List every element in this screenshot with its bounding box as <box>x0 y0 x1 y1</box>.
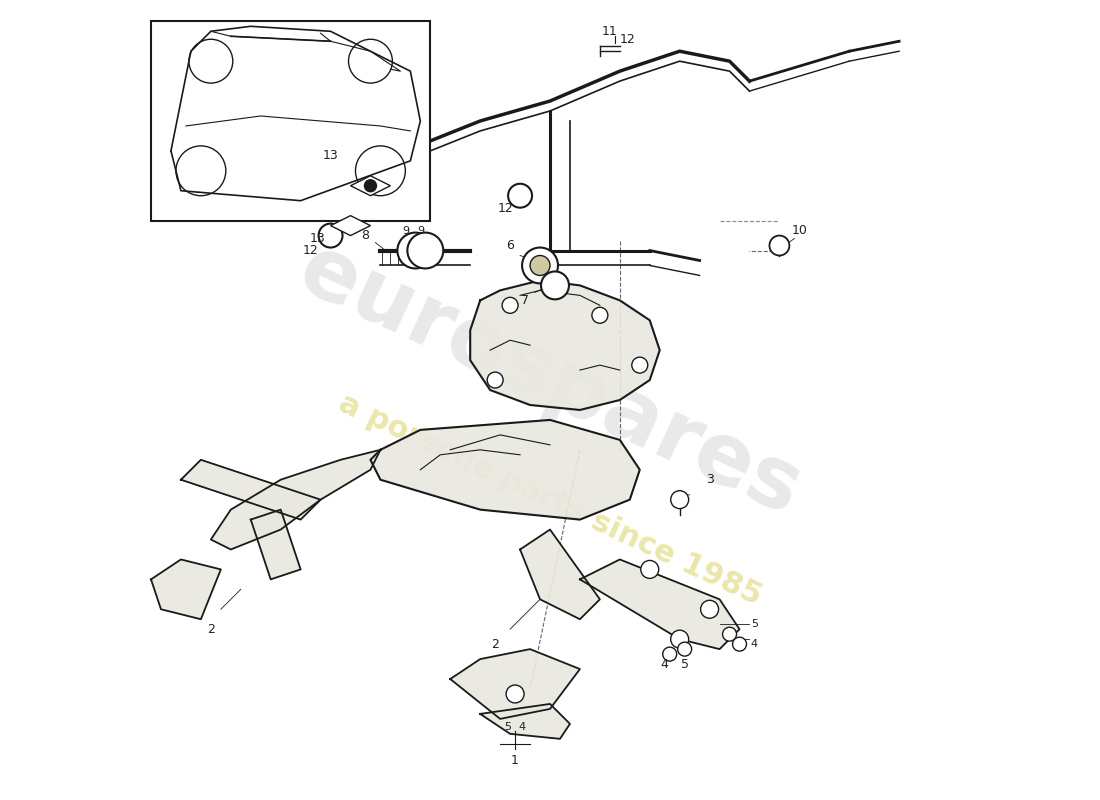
Polygon shape <box>481 704 570 739</box>
Polygon shape <box>371 420 640 519</box>
Circle shape <box>592 307 608 323</box>
Circle shape <box>733 637 747 651</box>
Text: 12: 12 <box>497 202 513 215</box>
Circle shape <box>678 642 692 656</box>
Text: 1: 1 <box>512 754 519 767</box>
Circle shape <box>671 630 689 648</box>
Text: 13: 13 <box>310 232 326 245</box>
Text: 12: 12 <box>302 244 319 257</box>
Text: 4: 4 <box>751 639 758 649</box>
Text: 2: 2 <box>492 638 499 650</box>
Circle shape <box>641 561 659 578</box>
Text: 9: 9 <box>402 226 409 235</box>
Text: 7: 7 <box>521 294 529 307</box>
Polygon shape <box>211 450 381 550</box>
Circle shape <box>364 180 376 192</box>
Circle shape <box>769 235 790 255</box>
Text: 6: 6 <box>506 239 514 252</box>
Text: 10: 10 <box>791 224 807 237</box>
Circle shape <box>631 357 648 373</box>
Text: 12: 12 <box>620 33 636 46</box>
Circle shape <box>502 298 518 314</box>
Circle shape <box>662 647 676 661</box>
Text: 13: 13 <box>322 150 339 162</box>
Polygon shape <box>180 460 320 519</box>
Polygon shape <box>470 281 660 410</box>
Text: 2: 2 <box>207 622 215 636</box>
Text: 5: 5 <box>681 658 689 670</box>
Circle shape <box>541 271 569 299</box>
Polygon shape <box>580 559 739 649</box>
Polygon shape <box>520 530 600 619</box>
Polygon shape <box>331 216 371 235</box>
Circle shape <box>487 372 503 388</box>
Text: 5: 5 <box>505 722 512 732</box>
Polygon shape <box>151 559 221 619</box>
Text: 9: 9 <box>417 226 424 235</box>
Circle shape <box>319 224 342 247</box>
Circle shape <box>508 184 532 208</box>
Bar <box>151 22 430 221</box>
Text: 4: 4 <box>661 658 669 670</box>
Text: 3: 3 <box>706 474 714 486</box>
Polygon shape <box>351 176 390 196</box>
Circle shape <box>407 233 443 269</box>
Circle shape <box>671 490 689 509</box>
Text: eurospares: eurospares <box>286 227 814 533</box>
Text: 8: 8 <box>362 229 370 242</box>
Polygon shape <box>251 510 300 579</box>
Circle shape <box>506 685 524 703</box>
Text: a porsche parts since 1985: a porsche parts since 1985 <box>334 389 766 610</box>
Circle shape <box>723 627 737 641</box>
Text: 11: 11 <box>602 25 618 38</box>
Text: 4: 4 <box>518 722 526 732</box>
Polygon shape <box>450 649 580 719</box>
Circle shape <box>542 278 558 294</box>
Circle shape <box>530 255 550 275</box>
Circle shape <box>397 233 433 269</box>
Circle shape <box>522 247 558 283</box>
Circle shape <box>701 600 718 618</box>
Text: 5: 5 <box>751 619 758 630</box>
